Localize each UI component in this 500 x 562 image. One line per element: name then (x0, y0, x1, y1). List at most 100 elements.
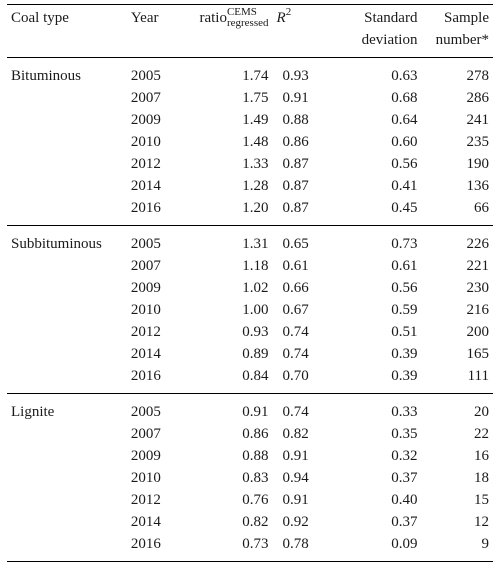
ratio-cell: 0.93 (242, 324, 269, 340)
standard-deviation-cell: 0.73 (391, 236, 418, 252)
coal-type-cell (7, 489, 127, 511)
standard-deviation-cell: 0.56 (391, 156, 418, 172)
coal-type-cell (7, 511, 127, 533)
ratio-cell: 0.73 (187, 533, 273, 562)
r-squared-cell: 0.92 (282, 514, 309, 530)
standard-deviation-cell: 0.61 (391, 258, 418, 274)
standard-deviation-cell: 0.32 (391, 448, 418, 464)
standard-deviation-cell: 0.37 (391, 470, 418, 486)
coal-type-cell (7, 343, 127, 365)
table-row: 2014 0.89 0.74 0.39 165 (7, 343, 493, 365)
sample-number-cell: 230 (466, 280, 490, 296)
r-squared-cell: 0.67 (282, 302, 309, 318)
sample-number-cell: 286 (466, 90, 490, 106)
sample-number-cell: 136 (466, 178, 490, 194)
r-squared-cell: 0.74 (282, 324, 309, 340)
r-squared-cell: 0.74 (282, 346, 309, 362)
table-row: 2009 0.88 0.91 0.32 16 (7, 445, 493, 467)
table-row: 2009 1.49 0.88 0.64 241 (7, 109, 493, 131)
header-ratio-base: ratio (199, 10, 227, 26)
year-cell: 2016 (126, 197, 188, 226)
sample-number-cell: 226 (466, 236, 490, 252)
ratio-cell: 0.83 (242, 470, 269, 486)
year-cell: 2016 (126, 365, 188, 394)
sample-number-cell: 66 (421, 197, 493, 226)
coal-type-cell (7, 277, 127, 299)
header-r-squared: R2 (272, 4, 334, 58)
coal-type-cell: Subbituminous (11, 236, 102, 252)
r-squared-cell: 0.91 (282, 90, 309, 106)
standard-deviation-cell: 0.40 (391, 492, 418, 508)
sample-number-cell: 200 (466, 324, 490, 340)
sample-number-cell: 278 (466, 68, 490, 84)
sample-number-cell: 12 (474, 514, 489, 530)
coal-type-cell (7, 533, 127, 562)
coal-type-cell (7, 109, 127, 131)
header-coal-type: Coal type (7, 4, 127, 58)
table-row: 2012 0.76 0.91 0.40 15 (7, 489, 493, 511)
header-n-line1: Sample (444, 10, 489, 26)
year-cell: 2010 (130, 470, 161, 486)
coal-type-cell (7, 423, 127, 445)
sample-number-cell: 235 (466, 134, 490, 150)
standard-deviation-cell: 0.59 (391, 302, 418, 318)
sample-number-cell: 241 (466, 112, 490, 128)
standard-deviation-cell: 0.35 (391, 426, 418, 442)
header-sd-line2: deviation (361, 32, 418, 48)
ratio-cell: 0.86 (242, 426, 269, 442)
table-row: Lignite 2005 0.91 0.74 0.33 20 (7, 394, 493, 424)
r-squared-cell: 0.82 (282, 426, 309, 442)
header-r-squared-base: R (276, 10, 286, 26)
r-squared-cell: 0.74 (282, 404, 309, 420)
ratio-cell: 0.76 (242, 492, 269, 508)
table-row: 2016 0.73 0.78 0.09 9 (7, 533, 493, 562)
ratio-cell: 1.20 (187, 197, 273, 226)
table-row: Subbituminous 2005 1.31 0.65 0.73 226 (7, 226, 493, 256)
table-row: 2009 1.02 0.66 0.56 230 (7, 277, 493, 299)
ratio-cell: 1.33 (242, 156, 269, 172)
year-cell: 2007 (130, 426, 161, 442)
coal-type-cell (7, 87, 127, 109)
coal-type-cell: Lignite (11, 404, 55, 420)
table-row: 2014 1.28 0.87 0.41 136 (7, 175, 493, 197)
r-squared-cell: 0.93 (282, 68, 309, 84)
r-squared-cell: 0.87 (282, 156, 309, 172)
sample-number-cell: 165 (466, 346, 490, 362)
ratio-cell: 1.49 (242, 112, 269, 128)
year-cell: 2009 (130, 280, 161, 296)
ratio-cell: 1.74 (242, 68, 269, 84)
coal-type-cell (7, 299, 127, 321)
year-cell: 2007 (130, 90, 161, 106)
ratio-cell: 0.82 (242, 514, 269, 530)
r-squared-cell: 0.61 (282, 258, 309, 274)
coal-type-cell (7, 445, 127, 467)
sample-number-cell: 190 (466, 156, 490, 172)
standard-deviation-cell: 0.51 (391, 324, 418, 340)
table-row: 2012 1.33 0.87 0.56 190 (7, 153, 493, 175)
r-squared-cell: 0.91 (282, 492, 309, 508)
coal-ratio-table: Coal type Year ratio CEMS regressed R2 Sta… (7, 4, 493, 562)
year-cell: 2009 (130, 448, 161, 464)
header-standard-deviation: Standard deviation (333, 4, 422, 58)
sample-number-cell: 111 (421, 365, 493, 394)
standard-deviation-cell: 0.39 (333, 365, 422, 394)
coal-type-cell (7, 321, 127, 343)
standard-deviation-cell: 0.37 (391, 514, 418, 530)
table-row: 2014 0.82 0.92 0.37 12 (7, 511, 493, 533)
standard-deviation-cell: 0.33 (391, 404, 418, 420)
table-row: 2016 1.20 0.87 0.45 66 (7, 197, 493, 226)
year-cell: 2005 (130, 68, 161, 84)
page: Coal type Year ratio CEMS regressed R2 Sta… (7, 4, 493, 562)
standard-deviation-cell: 0.45 (333, 197, 422, 226)
header-year: Year (126, 4, 188, 58)
year-cell: 2012 (130, 324, 161, 340)
coal-type-cell (7, 131, 127, 153)
sample-number-cell: 216 (466, 302, 490, 318)
year-cell: 2012 (130, 156, 161, 172)
coal-type-cell (7, 175, 127, 197)
sample-number-cell: 18 (474, 470, 489, 486)
sample-number-cell: 16 (474, 448, 489, 464)
r-squared-cell: 0.66 (282, 280, 309, 296)
standard-deviation-cell: 0.56 (391, 280, 418, 296)
table-row: 2010 1.48 0.86 0.60 235 (7, 131, 493, 153)
